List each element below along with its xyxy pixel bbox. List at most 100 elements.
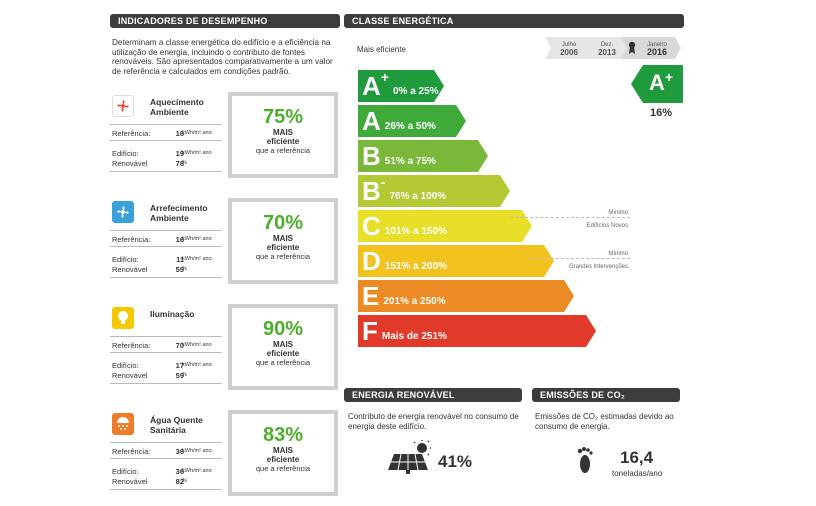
renewable-row: Renovável 82 % [112, 477, 222, 487]
emissions-description: Emissões de CO₂ estimadas devido ao cons… [535, 412, 674, 431]
efficiency-efficient: eficiente [266, 349, 300, 358]
building-value: 17 [175, 361, 184, 370]
timeline-year-2: 2016 [647, 47, 667, 57]
energy-class-range: 151% a 200% [384, 260, 448, 272]
building-label: Edifício: [112, 149, 139, 158]
energy-class-bar: B -76% a 100% [358, 175, 510, 207]
renewable-label: Renovável [112, 265, 148, 274]
reference-value: 16 [175, 235, 184, 244]
energy-class-range: 101% a 150% [384, 225, 448, 237]
renewable-value: 82 [175, 477, 184, 486]
energy-class-letter: A [362, 71, 381, 101]
building-unit: kWh/m².ano [182, 468, 212, 474]
efficiency-percent: 75% [262, 106, 304, 128]
min-major-works-label: Mínimo Grandes Intervenções [540, 251, 628, 271]
timeline-month-1: Dez. [601, 42, 614, 48]
energy-class-range: 26% a 50% [384, 120, 436, 132]
divider [110, 246, 222, 247]
renewable-unit: % [182, 160, 187, 166]
renewable-label: Renovável [112, 371, 148, 380]
renewable-row: Renovável 59 % [112, 265, 222, 275]
energy-class-header: CLASSE ENERGÉTICA [344, 14, 684, 28]
reference-unit: kWh/m².ano [182, 236, 212, 242]
renewable-description: Contributo de energia renovável no consu… [348, 412, 519, 431]
divider [110, 230, 222, 231]
energy-class-bar: A 26% a 50% [358, 105, 466, 137]
efficiency-box: 90% MAIS eficiente que a referência [228, 304, 338, 390]
efficiency-more: MAIS [273, 446, 293, 455]
efficiency-efficient: eficiente [266, 455, 300, 464]
min-new-buildings-label: Mínimo Edifícios Novos [560, 210, 628, 230]
energy-class-bar: F Mais de 251% [358, 315, 596, 347]
fan-heating-icon [112, 95, 134, 117]
building-row: Edifício: 17 kWh/m².ano [112, 361, 222, 371]
energy-class-bar: E 201% a 250% [358, 280, 574, 312]
min-new-label-1: Mínimo [608, 210, 628, 216]
reference-value: 36 [175, 447, 184, 456]
efficiency-efficient: eficiente [266, 137, 300, 146]
energy-class-sup: - [380, 174, 386, 190]
building-label: Edifício: [112, 467, 139, 476]
building-unit: kWh/m².ano [182, 150, 212, 156]
efficiency-than-reference: que a referência [255, 464, 311, 473]
energy-class-letter: B [362, 176, 381, 206]
reference-unit: kWh/m².ano [182, 342, 212, 348]
renewable-value: 59 [175, 265, 184, 274]
energy-class-range: 51% a 75% [384, 155, 436, 167]
building-value: 36 [175, 467, 184, 476]
reference-value: 70 [175, 341, 184, 350]
energy-class-letter: E [362, 281, 380, 311]
performance-intro: Determinam a classe energética do edifíc… [112, 38, 333, 76]
renewable-unit: % [182, 478, 187, 484]
reference-row: Referência: 16 kWh/m².ano [112, 129, 222, 139]
renewable-label: Renovável [112, 477, 148, 486]
divider [110, 458, 222, 459]
divider [110, 352, 222, 353]
energy-class-range: 76% a 100% [389, 190, 447, 202]
current-class-percent: 16% [650, 107, 673, 119]
building-label: Edifício: [112, 361, 139, 370]
energy-class-letter: A [362, 106, 381, 136]
renewable-value: 59 [175, 371, 184, 380]
efficiency-more: MAIS [273, 234, 293, 243]
efficiency-box: 75% MAIS eficiente que a referência [228, 92, 338, 178]
efficiency-than-reference: que a referência [255, 146, 311, 155]
divider [110, 442, 222, 443]
renewable-value: 78 [175, 159, 184, 168]
current-class-sup: + [664, 69, 674, 85]
timeline-year-0: 2006 [560, 48, 578, 57]
building-unit: kWh/m².ano [182, 362, 212, 368]
timeline-year-1: 2013 [598, 48, 616, 57]
building-value: 11 [176, 255, 184, 264]
reference-row: Referência: 16 kWh/m².ano [112, 235, 222, 245]
performance-title: Aquecimento Ambiente [150, 97, 204, 117]
emissions-unit: toneladas/ano [612, 469, 663, 478]
timeline-month-2: Janeiro [647, 42, 667, 48]
emissions-header: EMISSÕES DE CO₂ [532, 388, 680, 402]
performance-title: Arrefecimento Ambiente [150, 203, 208, 223]
shower-icon [112, 413, 134, 435]
building-label: Edifício: [112, 255, 139, 264]
efficiency-percent: 83% [262, 424, 304, 446]
timeline-month-0: Julho [562, 42, 577, 48]
divider [110, 336, 222, 337]
energy-class-bar: C 101% a 150% [358, 210, 532, 242]
renewable-header: ENERGIA RENOVÁVEL [344, 388, 522, 402]
reference-label: Referência: [112, 235, 151, 244]
divider [110, 124, 222, 125]
timeline-ribbon: Julho 2006 Dez. 2013 Janeiro 2016 [545, 37, 681, 59]
energy-class-letter: F [362, 316, 378, 346]
divider [110, 171, 222, 172]
energy-class-bar: B 51% a 75% [358, 140, 488, 172]
energy-class-sup: + [380, 69, 389, 85]
efficiency-more: MAIS [273, 128, 293, 137]
award-icon [628, 41, 636, 54]
efficiency-than-reference: que a referência [255, 252, 311, 261]
reference-unit: kWh/m².ano [182, 448, 212, 454]
efficiency-percent: 70% [262, 212, 304, 234]
energy-class-letter: B [362, 141, 381, 171]
solar-panel-icon [388, 440, 431, 474]
reference-row: Referência: 70 kWh/m².ano [112, 341, 222, 351]
energy-class-range: Mais de 251% [381, 330, 447, 342]
divider [110, 140, 222, 141]
